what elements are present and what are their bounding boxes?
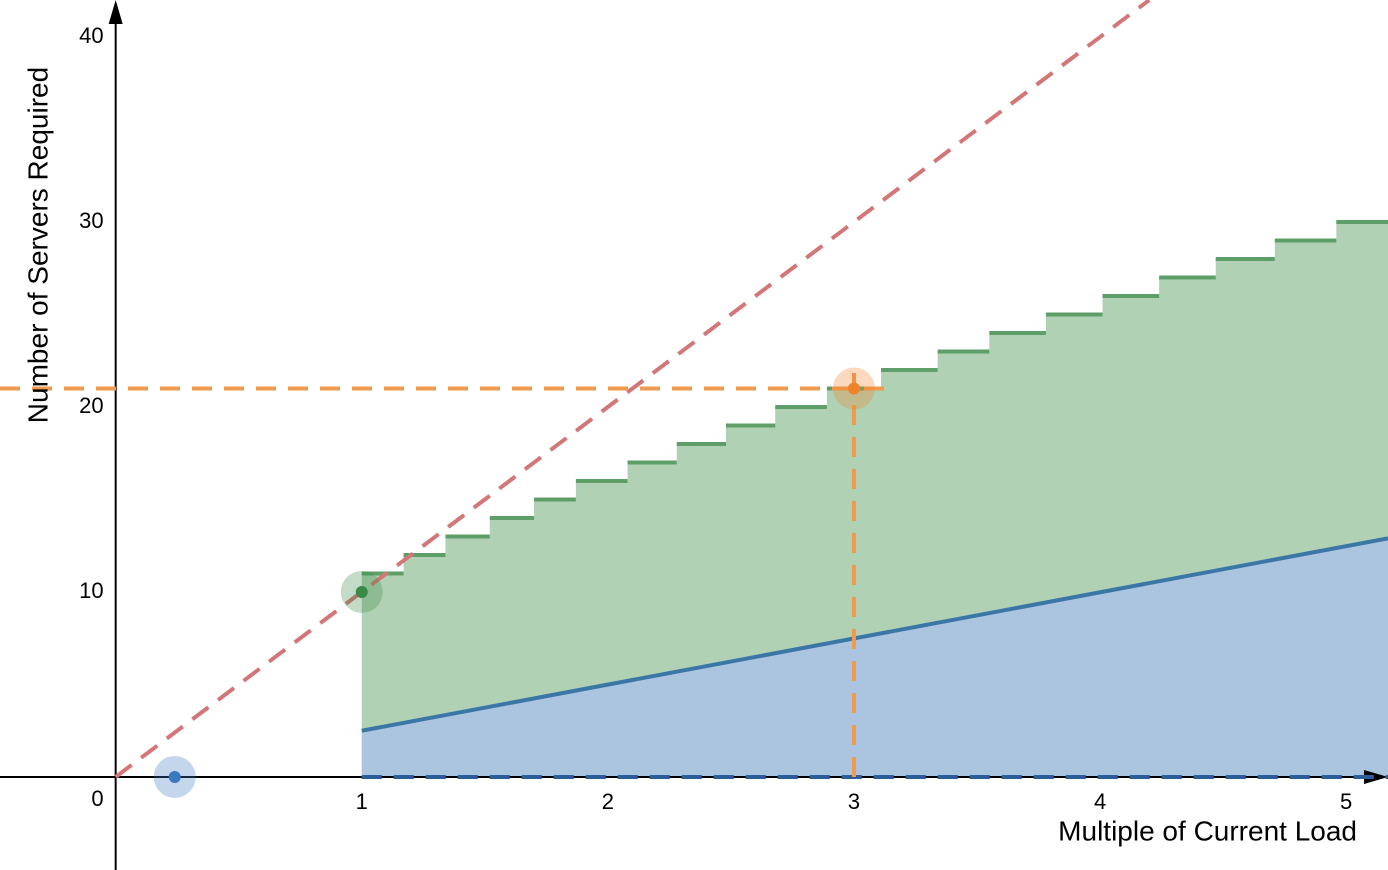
x-tick-label: 4 <box>1094 789 1106 814</box>
y-tick-label: 30 <box>79 208 103 233</box>
x-axis-title: Multiple of Current Load <box>1058 815 1357 846</box>
y-axis-title: Number of Servers Required <box>22 67 53 423</box>
x-tick-label: 3 <box>848 789 860 814</box>
y-tick-label: 10 <box>79 578 103 603</box>
point <box>847 382 860 395</box>
dashed-line <box>114 0 1151 779</box>
x-tick-label: 5 <box>1340 789 1352 814</box>
x-tick-label: 0 <box>91 786 103 811</box>
x-tick-label: 2 <box>602 789 614 814</box>
y-tick-label: 40 <box>79 23 103 48</box>
y-axis-arrow <box>108 0 123 24</box>
point <box>168 770 181 783</box>
line <box>361 536 1388 733</box>
point <box>355 585 368 598</box>
x-tick-label: 1 <box>356 789 368 814</box>
shaded-area <box>361 538 1388 777</box>
x-axis-arrow <box>1364 769 1388 784</box>
y-tick-label: 20 <box>79 393 103 418</box>
